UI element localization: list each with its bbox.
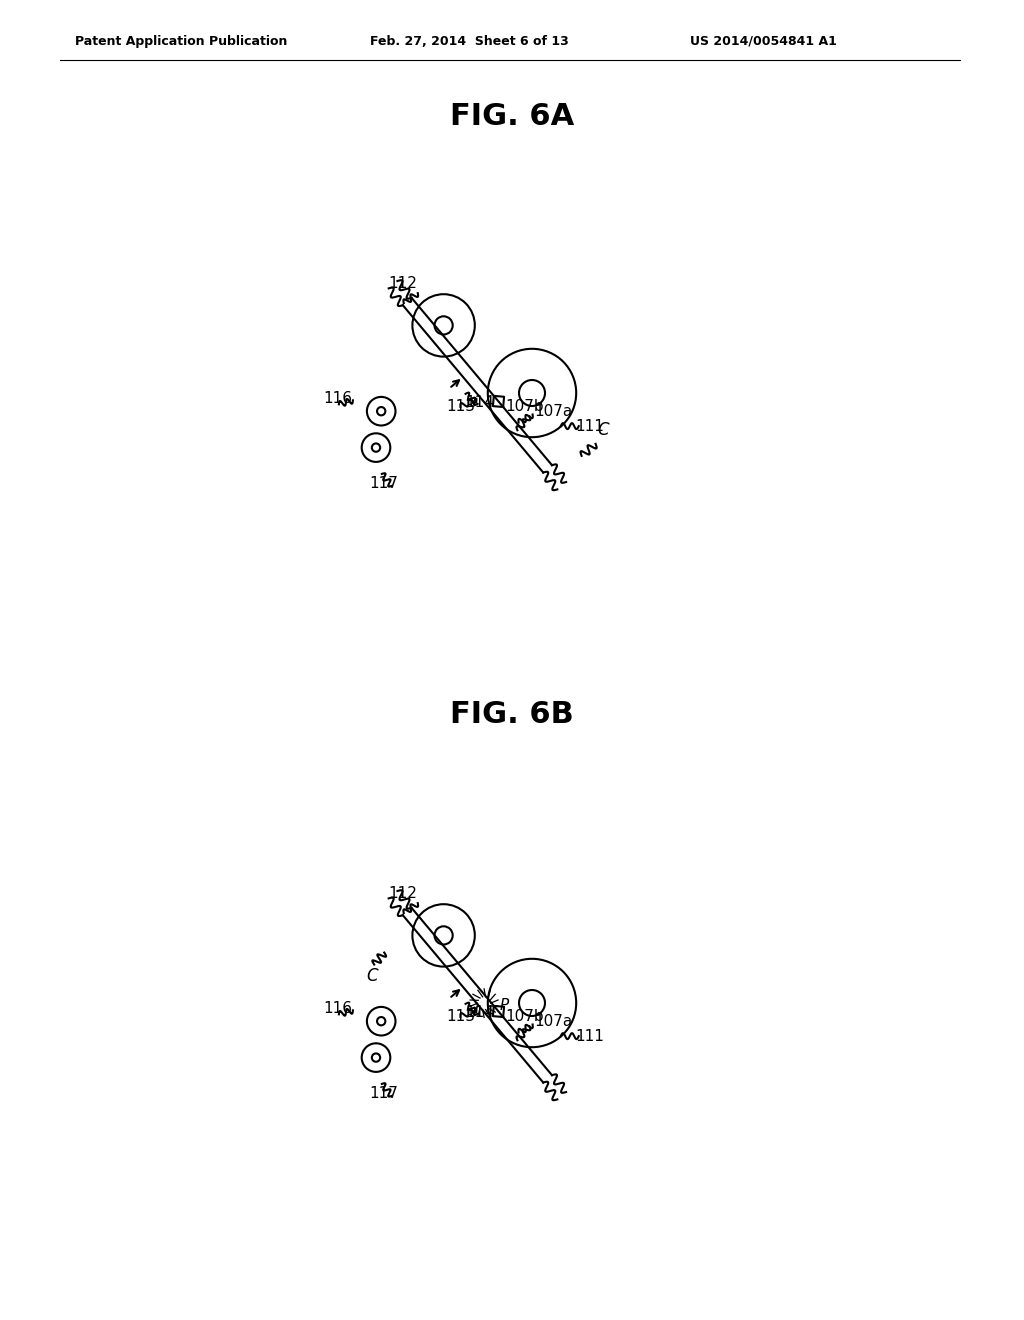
Text: 112: 112: [388, 276, 417, 292]
Text: 113: 113: [446, 399, 475, 414]
Text: 117: 117: [370, 477, 398, 491]
Text: 107a: 107a: [535, 1014, 572, 1030]
Text: 107b: 107b: [505, 1010, 544, 1024]
Text: 113: 113: [446, 1010, 475, 1024]
Text: 116: 116: [323, 391, 352, 405]
Text: Feb. 27, 2014  Sheet 6 of 13: Feb. 27, 2014 Sheet 6 of 13: [370, 36, 568, 48]
Text: 112: 112: [388, 886, 417, 902]
Text: C: C: [367, 966, 378, 985]
Text: 107a: 107a: [535, 404, 572, 418]
Text: FIG. 6B: FIG. 6B: [451, 700, 573, 729]
Text: 117: 117: [370, 1086, 398, 1101]
Text: 114: 114: [466, 1005, 495, 1020]
Text: 107b: 107b: [505, 399, 544, 414]
Text: P: P: [500, 998, 509, 1014]
Text: 116: 116: [323, 1001, 352, 1016]
Text: 111: 111: [575, 418, 604, 434]
Text: Patent Application Publication: Patent Application Publication: [75, 36, 288, 48]
Text: 111: 111: [575, 1028, 604, 1044]
Text: 114: 114: [466, 395, 495, 411]
Text: US 2014/0054841 A1: US 2014/0054841 A1: [690, 36, 837, 48]
Text: C: C: [598, 421, 609, 438]
Text: FIG. 6A: FIG. 6A: [450, 102, 574, 131]
